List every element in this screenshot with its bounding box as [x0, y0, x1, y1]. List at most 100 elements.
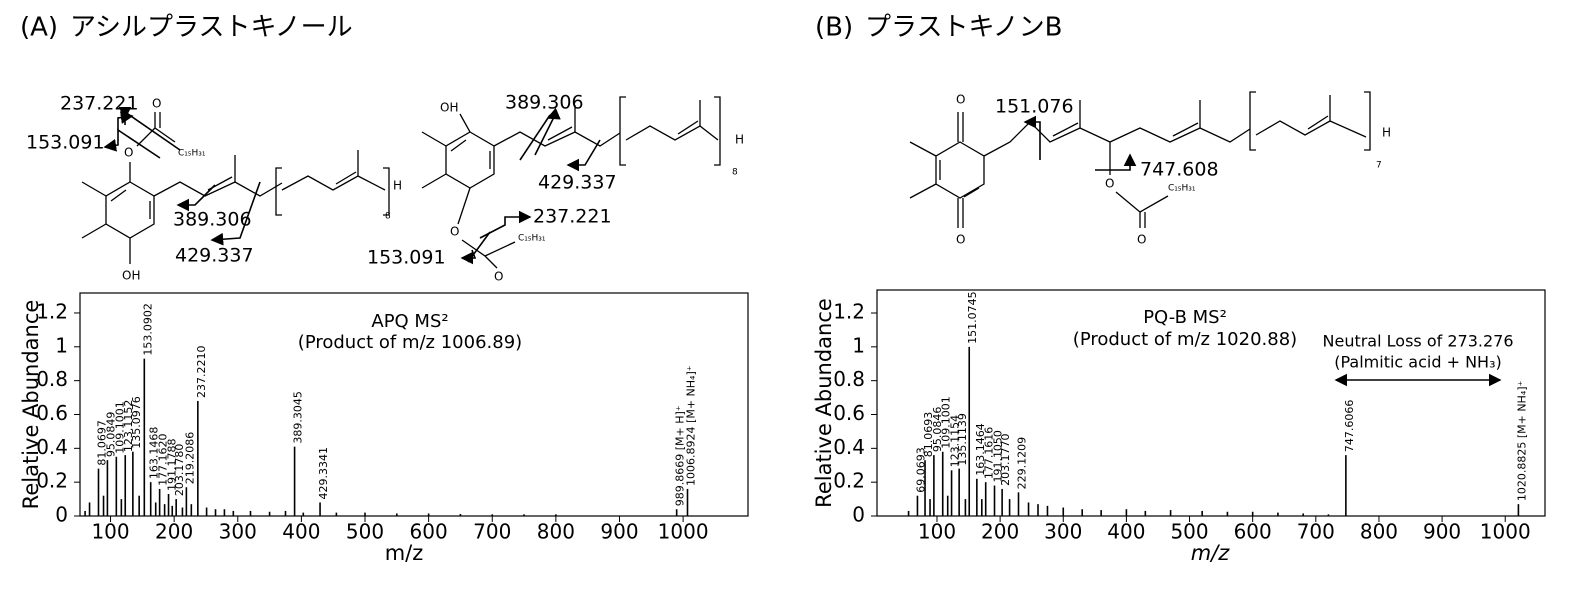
chart-subtitle: (Product of m/z 1020.88) — [1073, 329, 1297, 350]
fragment-label: 429.337 — [538, 172, 617, 194]
peak-label: 191.1050 — [992, 430, 1005, 482]
panel-heading: アシルプラストキノール — [70, 13, 353, 43]
fragment-label: 429.337 — [175, 245, 254, 267]
x-tick-label: 600 — [410, 520, 448, 544]
fragment-label: 389.306 — [505, 92, 584, 114]
peak-label: 95.0849 — [104, 412, 117, 458]
spectrum-panel: (A) アシルプラストキノール 0 0.2 0.4 0.6 0.8 1 1.2 100 200 300… — [19, 13, 749, 565]
peak-label: 163.1468 — [148, 427, 161, 480]
peak-label: 151.0745 — [966, 291, 979, 344]
peak-label: 429.3341 — [317, 447, 330, 500]
plot-frame — [79, 292, 749, 517]
x-tick-label: 800 — [1360, 520, 1398, 544]
structure-a2: OH 389.306 429.337 237.221 153.091 O O C… — [367, 92, 744, 284]
x-axis-label: m/z — [385, 541, 424, 565]
peak-label: 389.3045 — [292, 391, 305, 444]
peak-label: 109.1001 — [940, 396, 953, 449]
atom-label: C₁₅H₃₁ — [1168, 184, 1196, 194]
x-tick-label: 700 — [1297, 520, 1335, 544]
peak-label: 153.0902 — [141, 303, 154, 356]
x-tick-label: 100 — [918, 520, 956, 544]
peak-label: 229.1209 — [1016, 437, 1029, 489]
atom-label: OH — [440, 101, 458, 115]
annotation: (Palmitic acid + NH₃) — [1334, 353, 1502, 372]
fragment-label: 237.221 — [533, 206, 612, 228]
x-tick-label: 800 — [537, 520, 575, 544]
peak-label: 203.1770 — [999, 433, 1012, 486]
x-tick-label: 200 — [155, 520, 193, 544]
x-tick-label: 600 — [1234, 520, 1272, 544]
y-tick-label: 0.8 — [36, 367, 68, 391]
fragment-label: 151.076 — [995, 96, 1074, 118]
peak-label: 135.1139 — [956, 413, 969, 466]
x-tick-label: 200 — [981, 520, 1019, 544]
y-tick-label: 0 — [55, 503, 68, 527]
y-tick-label: 1 — [55, 333, 68, 357]
peak-label: 747.6066 — [1343, 400, 1356, 453]
x-tick-label: 100 — [91, 520, 129, 544]
panel-label: (B) — [815, 13, 853, 43]
atom-label: C₁₅H₃₁ — [518, 234, 546, 244]
peak-label: 177.1620 — [157, 433, 170, 486]
fragment-label: 389.306 — [173, 209, 252, 231]
spectrum-panel: (B) プラストキノンB 0 0.2 0.4 0.6 0.8 1 1.2 100 200 300 400… — [812, 13, 1546, 565]
x-tick-label: 300 — [1044, 520, 1082, 544]
peak-label: 123.1154 — [949, 415, 962, 468]
y-tick-label: 0.2 — [833, 469, 865, 493]
x-tick-label: 300 — [219, 520, 257, 544]
atom-label: H — [735, 133, 744, 147]
atom-label: O — [152, 97, 161, 111]
atom-label: C₁₅H₃₁ — [178, 149, 206, 159]
atom-label: H — [1382, 126, 1391, 140]
atom-label: 8 — [385, 212, 391, 222]
atom-label: 7 — [1376, 161, 1382, 171]
peak-label: 81.0693 — [922, 412, 935, 458]
y-tick-label: 1 — [852, 333, 865, 357]
peak-label: 989.8669 [M+ H]⁺ — [674, 405, 687, 506]
peak-label: 69.0693 — [914, 447, 927, 493]
peak-label: 163.1464 — [974, 423, 987, 476]
fragment-label: 747.608 — [1140, 159, 1219, 181]
peak-label: 203.1780 — [173, 444, 186, 497]
atom-label: O — [124, 146, 133, 160]
y-tick-label: 0.2 — [36, 469, 68, 493]
x-tick-label: 1000 — [658, 520, 709, 544]
structure-b: O O 151.076 747.608 O O C₁₅H₃₁ H 7 — [909, 91, 1391, 247]
x-tick-label: 500 — [1170, 520, 1208, 544]
panel-heading: プラストキノンB — [865, 13, 1063, 43]
fragment-label: 153.091 — [367, 247, 446, 269]
structure-a1: 237.221 153.091 389.306 429.337 O O C₁₅H… — [26, 93, 402, 283]
peak-label: 177.1616 — [983, 427, 996, 480]
peak-label: 123.1152 — [122, 400, 135, 453]
y-tick-label: 0.6 — [833, 401, 865, 425]
chart-subtitle: (Product of m/z 1006.89) — [298, 332, 522, 353]
atom-label: OH — [122, 269, 140, 283]
y-tick-label: 1.2 — [833, 300, 865, 324]
atom-label: O — [956, 93, 965, 107]
chart-title: APQ MS² — [371, 311, 448, 332]
x-tick-label: 400 — [1107, 520, 1145, 544]
fragment-label: 153.091 — [26, 132, 105, 154]
y-tick-label: 0.4 — [833, 435, 865, 459]
panel-label: (A) — [20, 13, 58, 43]
peak-label: 95.0846 — [931, 407, 944, 453]
y-axis-label: Relative Abundance — [812, 298, 836, 508]
x-tick-label: 400 — [282, 520, 320, 544]
x-tick-label: 900 — [1423, 520, 1461, 544]
x-tick-label: 900 — [600, 520, 638, 544]
x-tick-label: 700 — [473, 520, 511, 544]
atom-label: O — [1137, 233, 1146, 247]
atom-label: O — [956, 233, 965, 247]
y-tick-label: 1.2 — [36, 299, 68, 323]
atom-label: O — [1105, 177, 1114, 191]
y-tick-label: 0.4 — [36, 435, 68, 459]
y-tick-label: 0.8 — [833, 367, 865, 391]
y-tick-label: 0.6 — [36, 401, 68, 425]
peak-label: 219.2086 — [183, 432, 196, 485]
x-tick-label: 1000 — [1480, 520, 1531, 544]
peak-label: 1006.8924 [M+ NH₄]⁺ — [684, 365, 697, 486]
peak-label: 81.0697 — [95, 420, 108, 466]
annotation: Neutral Loss of 273.276 — [1323, 332, 1514, 351]
fragment-label: 237.221 — [60, 93, 139, 115]
